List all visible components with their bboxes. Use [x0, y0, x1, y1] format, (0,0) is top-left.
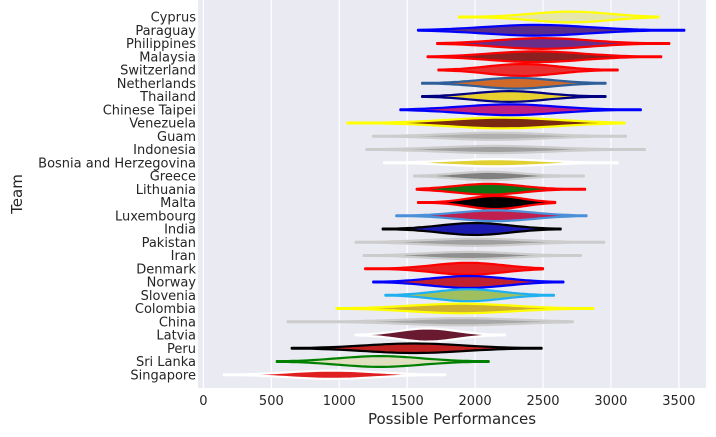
y-tick-label-24: Latvia [156, 329, 196, 344]
violin-5 [421, 76, 607, 90]
violin-15 [395, 209, 588, 223]
x-tick-labels: 0 500 1000 1500 2000 2500 3000 3500 [199, 394, 695, 409]
y-tick-label-10: Indonesia [133, 143, 196, 158]
violin-20 [372, 274, 565, 290]
x-tick-label-3: 1500 [391, 394, 424, 409]
violin-0 [457, 10, 660, 24]
x-tick-label-5: 2500 [526, 394, 559, 409]
violin-series [222, 10, 686, 380]
violin-3 [426, 50, 663, 64]
violin-2 [436, 36, 671, 51]
y-tick-label-23: China [159, 315, 196, 330]
y-tick-label-11: Bosnia and Herzegovina [38, 156, 196, 171]
y-tick-label-15: Luxembourg [115, 209, 196, 224]
violin-12 [412, 170, 585, 182]
violin-22 [335, 302, 595, 315]
x-tick-label-7: 3500 [662, 394, 695, 409]
violin-11 [383, 158, 619, 168]
violin-8 [346, 116, 626, 130]
x-tick-label-4: 2000 [459, 394, 492, 409]
violin-19 [364, 261, 545, 276]
violin-6 [421, 89, 607, 104]
y-tick-label-9: Guam [157, 130, 196, 145]
violin-21 [384, 288, 556, 303]
y-tick-label-22: Colombia [135, 302, 196, 317]
violin-27 [222, 369, 447, 380]
y-tick-label-17: Pakistan [142, 236, 196, 251]
violin-14 [416, 194, 557, 211]
violin-18 [362, 250, 583, 261]
y-tick-label-19: Denmark [136, 262, 196, 277]
violin-9 [372, 131, 628, 141]
y-tick-label-6: Thailand [139, 90, 196, 105]
y-tick-label-3: Malaysia [139, 50, 196, 65]
x-axis-title: Possible Performances [368, 410, 536, 428]
grid-lines [202, 0, 680, 388]
y-tick-label-5: Netherlands [117, 77, 196, 92]
violin-25 [290, 342, 543, 355]
violin-1 [416, 23, 686, 37]
violin-24 [354, 327, 507, 343]
violin-23 [286, 317, 575, 327]
violin-16 [381, 221, 562, 237]
y-tick-label-20: Norway [147, 276, 197, 291]
violin-4 [437, 62, 619, 78]
y-axis-title: Team [8, 174, 26, 215]
x-tick-label-2: 1000 [323, 394, 356, 409]
y-tick-label-13: Lithuania [136, 183, 196, 198]
y-tick-label-4: Switzerland [120, 64, 196, 79]
x-tick-label-0: 0 [199, 394, 207, 409]
y-tick-label-16: India [164, 223, 196, 238]
y-tick-label-1: Paraguay [135, 24, 196, 39]
y-tick-label-21: Slovenia [141, 289, 196, 304]
y-tick-label-18: Iran [171, 249, 196, 264]
y-tick-label-2: Philippines [126, 37, 196, 52]
y-tick-labels: CyprusParaguayPhilippinesMalaysiaSwitzer… [38, 11, 196, 384]
y-tick-label-8: Venezuela [129, 117, 196, 132]
violin-17 [354, 237, 606, 247]
violin-10 [365, 144, 647, 155]
y-tick-label-14: Malta [160, 196, 196, 211]
x-tick-label-1: 500 [259, 394, 284, 409]
y-tick-label-12: Greece [150, 170, 196, 185]
y-tick-label-25: Peru [167, 342, 196, 357]
x-tick-label-6: 3000 [594, 394, 627, 409]
y-tick-label-7: Chinese Taipei [103, 103, 196, 118]
violin-26 [275, 355, 490, 368]
y-tick-label-0: Cyprus [151, 11, 197, 26]
violin-13 [415, 182, 587, 196]
y-tick-label-26: Sri Lanka [136, 355, 196, 370]
violin-7 [399, 103, 642, 117]
y-tick-label-27: Singapore [130, 368, 196, 383]
